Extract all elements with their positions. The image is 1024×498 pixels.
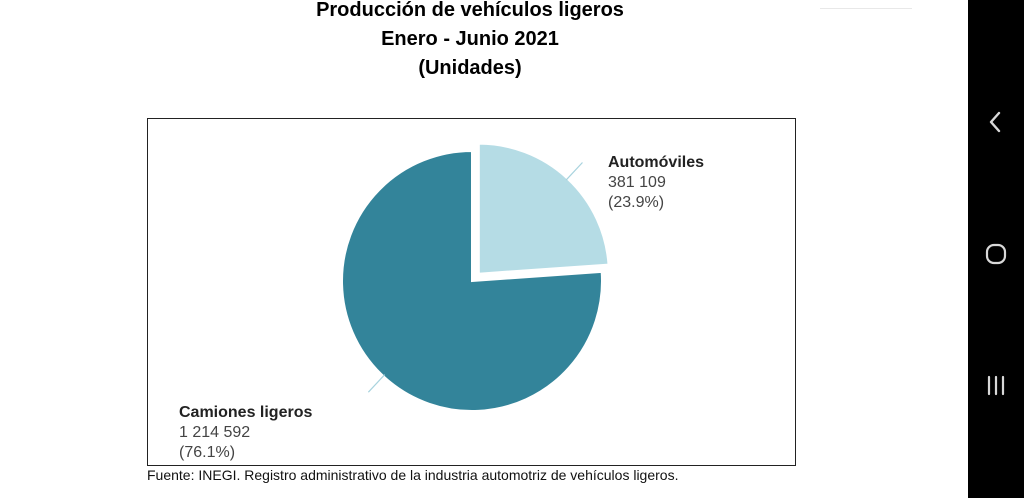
leader-line xyxy=(367,374,386,393)
source-footnote: Fuente: INEGI. Registro administrativo d… xyxy=(147,467,679,483)
slice-label-name: Automóviles xyxy=(608,154,704,171)
slice-label-value: 381 109 xyxy=(608,174,666,191)
pie-slices xyxy=(341,142,610,412)
slice-label-name: Camiones ligeros xyxy=(179,404,312,421)
slice-label-percent: (76.1%) xyxy=(179,444,235,461)
pie-slice xyxy=(477,142,610,275)
back-chevron-icon xyxy=(989,111,1001,133)
slice-label-value: 1 214 592 xyxy=(179,424,250,441)
slice-labels: Automóviles 381 109 (23.9%) Camiones lig… xyxy=(179,154,704,461)
chart-title-line-2: Enero - Junio 2021 xyxy=(381,28,559,50)
home-button[interactable] xyxy=(968,238,1024,274)
leader-line xyxy=(565,162,583,181)
slice-label-percent: (23.9%) xyxy=(608,194,664,211)
chart-frame: Automóviles 381 109 (23.9%) Camiones lig… xyxy=(147,118,796,466)
back-button[interactable] xyxy=(968,106,1024,142)
pie-chart: Automóviles 381 109 (23.9%) Camiones lig… xyxy=(179,142,704,461)
chart-title: Producción de vehículos ligeros Enero - … xyxy=(140,0,800,83)
recent-apps-button[interactable] xyxy=(968,370,1024,406)
chart-title-line-1: Producción de vehículos ligeros xyxy=(316,0,624,21)
leader-lines xyxy=(367,162,583,393)
home-circle-icon xyxy=(985,243,1007,265)
android-nav-bar xyxy=(968,0,1024,498)
divider xyxy=(820,8,912,9)
chart-title-line-3: (Unidades) xyxy=(418,57,522,79)
recent-apps-icon xyxy=(987,375,1005,396)
